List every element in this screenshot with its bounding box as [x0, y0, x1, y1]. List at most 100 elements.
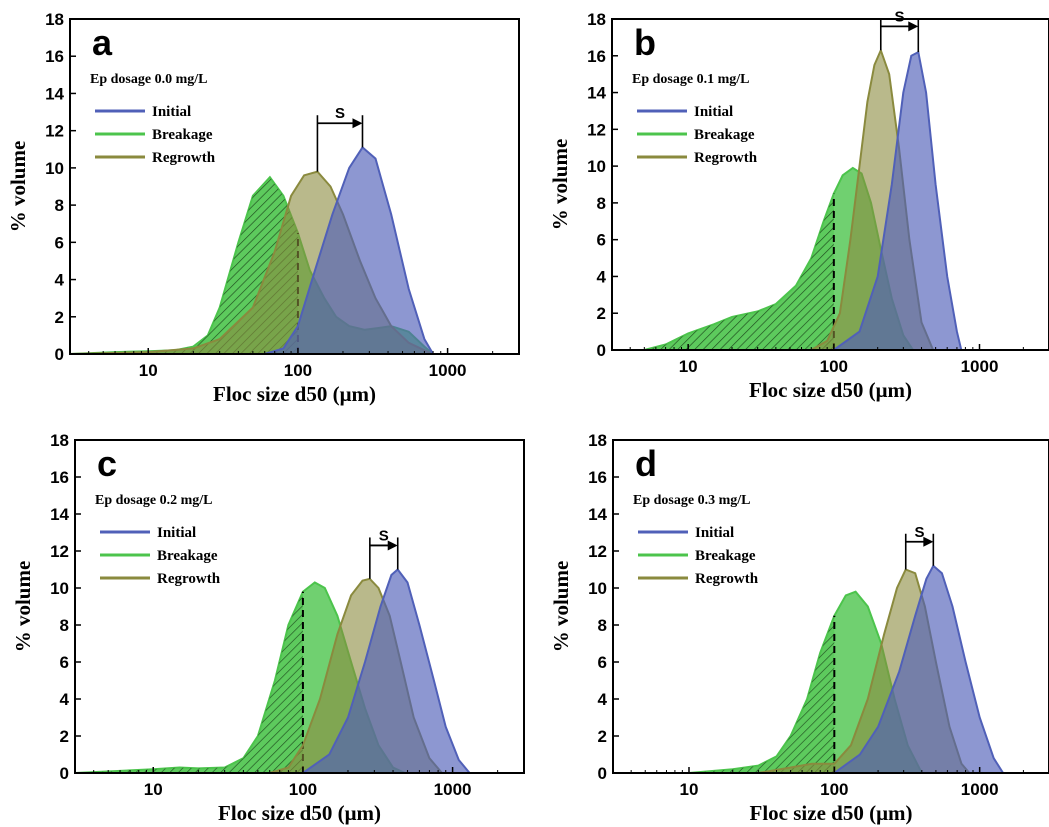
x-axis-title: Floc size d50 (μm) [213, 382, 376, 406]
dosage-label: Ep dosage 0.2 mg/L [95, 493, 212, 508]
series-initial-area [302, 569, 470, 773]
shift-arrowhead [908, 21, 919, 32]
y-tick-label: 0 [60, 764, 69, 783]
y-tick-label: 14 [587, 84, 606, 103]
y-tick-label: 10 [588, 579, 607, 598]
legend-label-initial: Initial [695, 525, 734, 541]
y-tick-label: 18 [588, 431, 607, 450]
legend-label-breakage: Breakage [157, 548, 218, 564]
y-tick-label: 14 [588, 505, 607, 524]
y-tick-label: 6 [597, 231, 606, 250]
shift-arrowhead [387, 540, 398, 551]
shift-arrowhead [352, 118, 363, 129]
y-tick-label: 12 [587, 120, 606, 139]
y-tick-label: 16 [587, 47, 606, 66]
breakage-fines-hatch [75, 591, 303, 773]
shift-label: S [379, 527, 389, 544]
legend-label-initial: Initial [152, 104, 191, 120]
y-tick-label: 2 [60, 727, 69, 746]
y-tick-label: 0 [598, 764, 607, 783]
shift-label: S [895, 8, 905, 25]
y-tick-label: 6 [55, 233, 64, 252]
x-tick-label: 10 [139, 361, 158, 380]
y-tick-label: 14 [45, 84, 64, 103]
x-tick-label: 10 [680, 780, 699, 799]
y-tick-label: 12 [50, 542, 69, 561]
x-axis-title: Floc size d50 (μm) [749, 378, 912, 402]
y-tick-label: 18 [587, 10, 606, 29]
y-tick-label: 18 [50, 431, 69, 450]
panel-b: 0 2 4 6 8 10 12 14 16 18 10 100 1000 b Ep dosage 0.1 m… [548, 8, 1049, 402]
series-initial-area [834, 565, 1004, 773]
legend-label-regrowth: Regrowth [694, 150, 758, 166]
panel-letter: d [635, 443, 657, 484]
y-tick-label: 8 [597, 194, 606, 213]
series-initial-line [833, 50, 963, 351]
y-tick-label: 10 [45, 159, 64, 178]
panel-c: 0 2 4 6 8 10 12 14 16 18 10 100 1000 c Ep dosage 0.2 m… [11, 431, 525, 825]
legend-label-initial: Initial [694, 104, 733, 120]
x-tick-label: 10 [679, 357, 698, 376]
y-tick-label: 12 [588, 542, 607, 561]
legend-label-breakage: Breakage [694, 127, 755, 143]
panel-letter: b [634, 22, 656, 63]
y-axis-title: % volume [549, 561, 573, 653]
y-axis-title: % volume [6, 141, 30, 233]
y-tick-label: 4 [597, 267, 607, 286]
y-tick-label: 8 [60, 616, 69, 635]
legend-label-breakage: Breakage [152, 127, 213, 143]
x-tick-label: 10 [144, 780, 163, 799]
y-tick-label: 2 [598, 727, 607, 746]
legend-label-regrowth: Regrowth [152, 150, 216, 166]
y-tick-label: 8 [598, 616, 607, 635]
dosage-label: Ep dosage 0.1 mg/L [632, 72, 749, 87]
y-tick-label: 18 [45, 10, 64, 29]
plot-frame [612, 439, 1049, 774]
x-tick-label: 100 [820, 357, 848, 376]
y-tick-label: 16 [45, 47, 64, 66]
y-axis-title: % volume [548, 139, 572, 231]
y-tick-label: 12 [45, 122, 64, 141]
series-initial-line [264, 145, 434, 355]
y-tick-label: 16 [588, 468, 607, 487]
y-tick-label: 8 [55, 196, 64, 215]
x-tick-label: 1000 [961, 780, 999, 799]
x-axis-title: Floc size d50 (μm) [218, 801, 381, 825]
breakage-fines-hatch [644, 193, 834, 350]
plot-frame [611, 18, 1049, 351]
shift-label: S [915, 524, 925, 541]
x-tick-label: 1000 [961, 357, 999, 376]
y-tick-label: 10 [587, 157, 606, 176]
x-tick-label: 100 [289, 780, 317, 799]
plot-frame [74, 439, 525, 774]
y-tick-label: 6 [60, 653, 69, 672]
breakage-fines-hatch [70, 177, 298, 354]
legend-label-breakage: Breakage [695, 548, 756, 564]
panel-letter: c [97, 443, 117, 484]
y-tick-label: 6 [598, 653, 607, 672]
y-tick-label: 4 [598, 690, 608, 709]
y-tick-label: 14 [50, 505, 69, 524]
x-axis-title: Floc size d50 (μm) [750, 801, 913, 825]
y-tick-label: 4 [55, 271, 65, 290]
y-tick-label: 4 [60, 690, 70, 709]
shift-label: S [335, 105, 345, 122]
legend-label-initial: Initial [157, 525, 196, 541]
panel-letter: a [92, 22, 113, 63]
legend-label-regrowth: Regrowth [157, 571, 221, 587]
shift-arrowhead [923, 536, 934, 547]
x-tick-label: 100 [820, 780, 848, 799]
dosage-label: Ep dosage 0.0 mg/L [90, 72, 207, 87]
panel-a: 0 2 4 6 8 10 12 14 16 18 10 100 1000 a Ep dosage 0.0 m… [6, 10, 520, 406]
series-initial-area [264, 147, 434, 354]
y-tick-label: 16 [50, 468, 69, 487]
x-tick-label: 1000 [429, 361, 467, 380]
dosage-label: Ep dosage 0.3 mg/L [633, 493, 750, 508]
plot-frame [69, 18, 520, 355]
y-tick-label: 10 [50, 579, 69, 598]
breakage-fines-hatch [689, 615, 835, 773]
x-tick-label: 100 [284, 361, 312, 380]
y-axis-title: % volume [11, 561, 35, 653]
legend-label-regrowth: Regrowth [695, 571, 759, 587]
